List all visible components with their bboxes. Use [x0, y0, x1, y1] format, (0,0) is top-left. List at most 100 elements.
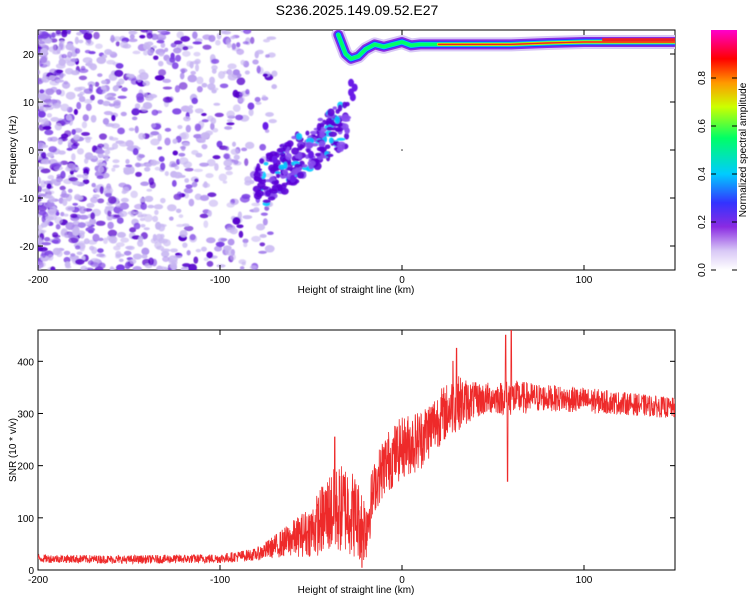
spectrogram-cell — [136, 74, 142, 83]
spectrogram-cell — [184, 167, 194, 172]
spectrogram-cell — [336, 137, 346, 141]
spectrogram-cell — [40, 47, 49, 56]
spectrogram-cell — [232, 141, 237, 147]
spectrogram-cell — [66, 30, 71, 35]
spectrogram-cell — [268, 164, 276, 172]
spectrogram-cell — [52, 232, 59, 238]
spectrogram-cell — [56, 174, 62, 178]
spectrogram-cell — [140, 181, 150, 186]
spectrogram-cell — [153, 204, 164, 210]
spectrogram-cell — [230, 35, 236, 40]
spectrogram-cell — [328, 131, 338, 138]
spectrogram-cell — [78, 68, 89, 74]
spectrogram-cell — [336, 147, 344, 153]
spectrogram-cell — [122, 44, 129, 49]
spectrogram-chirp — [252, 78, 358, 207]
spectrogram-cell — [232, 104, 241, 112]
spectrogram-cell — [38, 119, 41, 123]
snr-y-tick-label: 400 — [17, 357, 34, 368]
spectrogram-cell — [170, 262, 178, 270]
spectrogram-cell — [93, 31, 100, 40]
spectrogram-cell — [133, 211, 143, 215]
spectrogram-cell — [348, 78, 355, 87]
spectrogram-cell — [119, 202, 130, 210]
spectrogram-cell — [164, 137, 171, 146]
spectrogram-cell — [66, 60, 76, 67]
spectrogram-cell — [226, 202, 235, 208]
spectrogram-cell — [107, 221, 114, 230]
spectrogram-cell — [113, 214, 121, 218]
spectrogram-cell — [271, 84, 278, 90]
spectrogram-cell — [97, 165, 105, 173]
spectrogram-cell — [318, 140, 326, 147]
spectrogram-cell — [76, 148, 84, 155]
spectrogram-cell — [232, 89, 239, 98]
spectrogram-cell — [269, 151, 278, 158]
spectrogram-cell — [162, 78, 172, 84]
spectrogram-cell — [48, 75, 56, 81]
spectrogram-cell — [90, 114, 97, 123]
spectrogram-cell — [201, 119, 209, 123]
spectrogram-cell — [96, 175, 104, 180]
spectrogram-cell — [65, 43, 74, 51]
spectrogram-cell — [210, 122, 215, 131]
spectrogram-cell — [118, 258, 124, 262]
spectrogram-cell — [55, 30, 62, 35]
spectrogram-cell — [60, 211, 65, 217]
spectrogram-cell — [200, 194, 210, 202]
spectrogram-cell — [123, 250, 132, 256]
snr-plot: -200 -100 0 100 0 100 200 300 400 Height of stra… — [8, 329, 676, 596]
spectrogram-cell — [201, 112, 207, 117]
spectrogram-cell — [282, 144, 288, 150]
spectrogram-cell — [263, 173, 274, 178]
spectrogram-cell — [192, 41, 203, 45]
spectrogram-cell — [38, 110, 46, 118]
spectrogram-cell — [148, 257, 154, 266]
spectrogram-cell — [226, 118, 233, 123]
spectrogram-cell — [95, 220, 106, 226]
spectrogram-cell — [150, 138, 160, 146]
spectrogram-cell — [67, 188, 73, 193]
spectrogram-cell — [259, 242, 266, 247]
spectrogram-cell — [236, 48, 245, 55]
spectrogram-cell — [115, 41, 120, 47]
spectrogram-cell — [59, 185, 66, 191]
spectrogram-cell — [317, 117, 324, 122]
spectrogram-cell — [171, 162, 177, 167]
spectrogram-cell — [263, 161, 269, 166]
spectrogram-cell — [96, 56, 107, 64]
spectrogram-cell — [256, 191, 261, 197]
spectrogram-cell — [232, 217, 241, 225]
spectrogram-cell — [174, 165, 180, 170]
spectrogram-cell — [97, 248, 104, 254]
spectrogram-cell — [47, 137, 53, 142]
spectrogram-cell — [86, 202, 95, 208]
spectrogram-cell — [63, 250, 71, 256]
spectrogram-dot — [401, 149, 403, 151]
spectrogram-cell — [241, 193, 251, 200]
spectrogram-cell — [227, 238, 235, 246]
spectrogram-cell — [151, 123, 157, 128]
spectrogram-cell — [72, 202, 79, 206]
spectrogram-cell — [121, 190, 127, 195]
spectrogram-cell — [39, 193, 47, 197]
spectrogram-cell — [92, 233, 100, 242]
spectrogram-cell — [206, 237, 216, 244]
spectrogram-cell — [183, 192, 190, 199]
spectrogram-y-tick-label: -10 — [20, 194, 35, 205]
spectrogram-cell — [55, 223, 61, 230]
spectrogram-cell — [50, 266, 56, 270]
spectrogram-x-tick-label: -200 — [28, 275, 48, 286]
spectrogram-cell — [120, 197, 129, 203]
spectrogram-cell — [114, 69, 124, 77]
spectrogram-cell — [207, 115, 214, 122]
spectrogram-cell — [308, 150, 314, 159]
spectrogram-cell — [120, 237, 130, 243]
spectrogram-cell — [118, 182, 127, 188]
spectrogram-cell — [48, 208, 57, 212]
spectrogram-cell — [76, 251, 83, 256]
spectrogram-cell — [42, 125, 52, 131]
spectrogram-cell — [226, 42, 232, 49]
spectrogram-cell — [244, 70, 250, 75]
